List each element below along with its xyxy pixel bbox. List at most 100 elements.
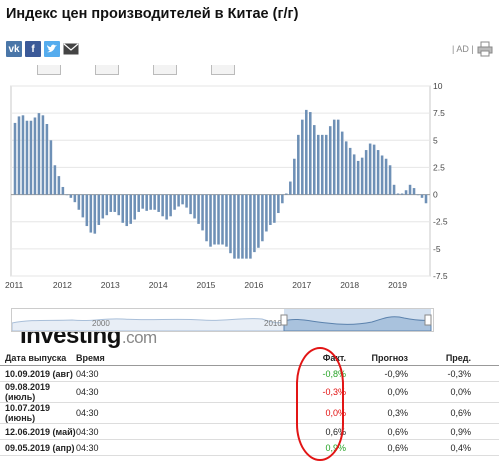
bar[interactable] [217,194,220,245]
bar[interactable] [293,158,296,195]
bar[interactable] [380,155,384,195]
bar[interactable] [109,194,113,212]
bar[interactable] [352,154,356,195]
bar[interactable] [161,194,164,217]
bar[interactable] [213,194,216,245]
bar[interactable] [364,150,368,195]
bar[interactable] [221,194,224,245]
printer-icon[interactable] [477,41,493,62]
bar[interactable] [269,194,272,225]
bar[interactable] [348,147,352,195]
bar[interactable] [309,112,312,195]
bar[interactable] [253,194,256,253]
chart-tab[interactable] [153,65,177,75]
chart-tab[interactable] [37,65,61,75]
bar[interactable] [21,115,25,195]
bar[interactable] [193,194,196,219]
navigator-handle-right[interactable] [424,314,432,326]
bar[interactable] [49,140,53,195]
bar[interactable] [141,194,144,209]
bar[interactable] [97,194,101,225]
bar[interactable] [360,157,364,195]
bar[interactable] [297,134,300,195]
bar[interactable] [189,194,192,215]
bar[interactable] [344,141,348,195]
bar[interactable] [169,194,172,217]
bar[interactable] [404,190,408,195]
bar[interactable] [101,194,105,219]
bar[interactable] [121,194,125,223]
bar[interactable] [65,194,69,196]
bar[interactable] [185,194,188,208]
bar[interactable] [13,122,17,195]
bar[interactable] [81,194,85,218]
bar[interactable] [372,144,376,195]
bar[interactable] [408,184,412,195]
bar[interactable] [89,194,93,233]
bar[interactable] [241,194,244,259]
bar[interactable] [117,194,121,216]
bar[interactable] [368,143,372,195]
bar[interactable] [233,194,236,259]
bar[interactable] [324,134,328,195]
bar[interactable] [53,165,57,195]
bar[interactable] [412,188,416,195]
bar[interactable] [57,176,61,195]
bar[interactable] [249,194,252,259]
bar[interactable] [229,194,232,254]
facebook-icon[interactable]: f [25,41,41,57]
bar[interactable] [396,193,400,195]
bar[interactable] [356,160,360,195]
bar[interactable] [17,116,21,195]
bar[interactable] [105,194,109,216]
chart-tab[interactable] [211,65,235,75]
bar[interactable] [277,194,280,214]
bar[interactable] [153,194,156,210]
bar[interactable] [420,194,424,198]
bar[interactable] [173,194,176,210]
bar[interactable] [61,186,65,195]
chart-tab[interactable] [95,65,119,75]
bar[interactable] [328,126,332,195]
bar[interactable] [301,119,304,195]
bar[interactable] [165,194,168,220]
vk-icon[interactable]: vk [6,41,22,57]
bar[interactable] [257,194,260,248]
bar[interactable] [69,194,73,198]
mail-icon[interactable] [63,41,79,57]
bar[interactable] [41,115,45,195]
bar[interactable] [376,150,380,195]
bar[interactable] [340,131,344,195]
bar[interactable] [177,194,180,207]
bar[interactable] [201,194,204,231]
bar[interactable] [181,194,184,205]
bar[interactable] [157,194,160,212]
bar[interactable] [388,165,392,195]
bar[interactable] [29,120,33,195]
bar[interactable] [137,194,140,212]
bar[interactable] [273,194,276,223]
bar[interactable] [209,194,212,247]
bar[interactable] [149,194,152,210]
bar[interactable] [313,125,316,195]
bar[interactable] [289,181,292,195]
bar[interactable] [320,134,324,195]
bar[interactable] [316,134,320,195]
range-navigator[interactable]: 2000 2010 [11,308,434,332]
bar[interactable] [424,194,428,204]
bar[interactable] [384,158,388,195]
bar[interactable] [265,194,268,232]
bar[interactable] [77,194,81,210]
bar[interactable] [37,113,41,195]
bar[interactable] [145,194,148,211]
bar[interactable] [416,194,420,196]
bar[interactable] [336,119,340,195]
bar[interactable] [125,194,128,227]
bar[interactable] [400,193,404,195]
bar[interactable] [392,184,396,195]
bar[interactable] [93,194,97,234]
bar[interactable] [225,194,228,247]
bar[interactable] [197,194,200,224]
bar[interactable] [113,194,117,212]
navigator-handle-left[interactable] [280,314,288,326]
